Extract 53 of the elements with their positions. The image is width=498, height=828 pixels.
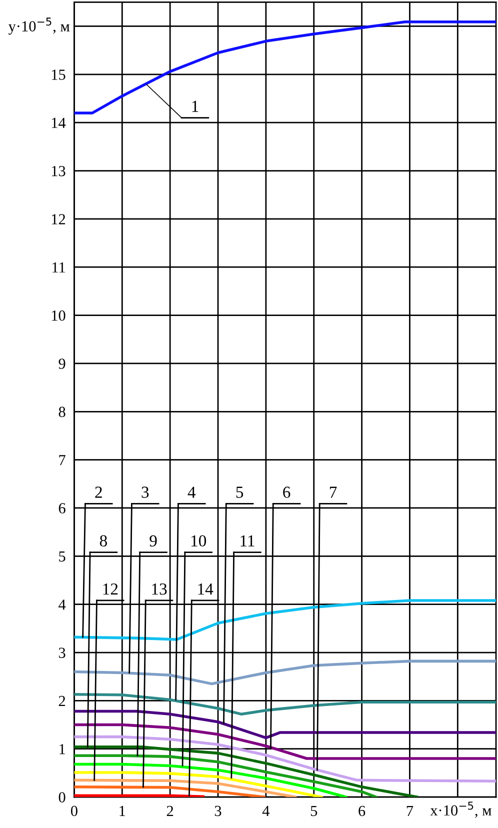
x-tick-label: 3	[214, 806, 222, 816]
line-series	[74, 710, 496, 740]
line-series	[74, 786, 266, 798]
y-tick-label: 2	[58, 696, 66, 706]
annotation: 14	[198, 584, 214, 595]
annotation: 3	[142, 486, 149, 498]
line-series	[74, 778, 297, 798]
line-series	[74, 723, 496, 760]
annotation: 1	[192, 100, 198, 112]
line-series	[74, 735, 496, 783]
y-tick-label: 9	[58, 358, 66, 369]
x-tick-label: 0	[70, 806, 78, 816]
y-axis-title: y·10$^{−5}$, м	[8, 18, 70, 35]
annotation: 8	[100, 535, 107, 547]
annotation: 4	[188, 486, 196, 498]
y-tick-label: 8	[58, 406, 66, 418]
y-tick-label: 5	[59, 551, 66, 562]
y-tick-label: 1	[60, 744, 65, 754]
annotation: 11	[240, 535, 254, 546]
line-series	[74, 754, 378, 798]
y-tick-label: 13	[52, 166, 66, 176]
line-series	[74, 762, 348, 798]
x-axis-title: x·10$^{−5}$, м	[430, 802, 492, 818]
y-tick-label: 4	[58, 600, 66, 610]
annotation: 12	[103, 583, 118, 595]
y-tick-label: 11	[52, 262, 65, 272]
y-tick-label: 6	[58, 503, 66, 514]
line-series	[74, 746, 418, 798]
x-tick-label: 1	[120, 806, 126, 816]
annotation: 2	[95, 486, 102, 498]
annotation: 9	[150, 535, 157, 547]
x-tick-label: 6	[358, 806, 366, 816]
y-tick-label: 14	[52, 118, 66, 128]
x-tick-label: 5	[310, 806, 318, 816]
x-tick-label: 4	[262, 806, 270, 816]
line-series	[74, 20, 496, 114]
annotation: 13	[152, 583, 167, 595]
line-series	[74, 599, 496, 641]
annotation: 10	[191, 535, 206, 547]
line-series	[74, 660, 496, 686]
y-tick-label: 12	[52, 214, 66, 224]
y-tick-label: 10	[52, 310, 66, 321]
y-tick-label: 15	[52, 70, 66, 80]
annotation: 5	[236, 486, 244, 498]
x-tick-label: 7	[406, 806, 414, 816]
line-series	[74, 693, 496, 716]
annotation: 6	[283, 486, 290, 498]
y-tick-label: 3	[58, 648, 66, 658]
annotation: 7	[330, 486, 337, 498]
x-tick-label: 2	[166, 806, 174, 816]
y-tick-label: 7	[59, 455, 66, 466]
y-tick-label: 0	[58, 792, 66, 802]
line-series	[74, 771, 323, 798]
